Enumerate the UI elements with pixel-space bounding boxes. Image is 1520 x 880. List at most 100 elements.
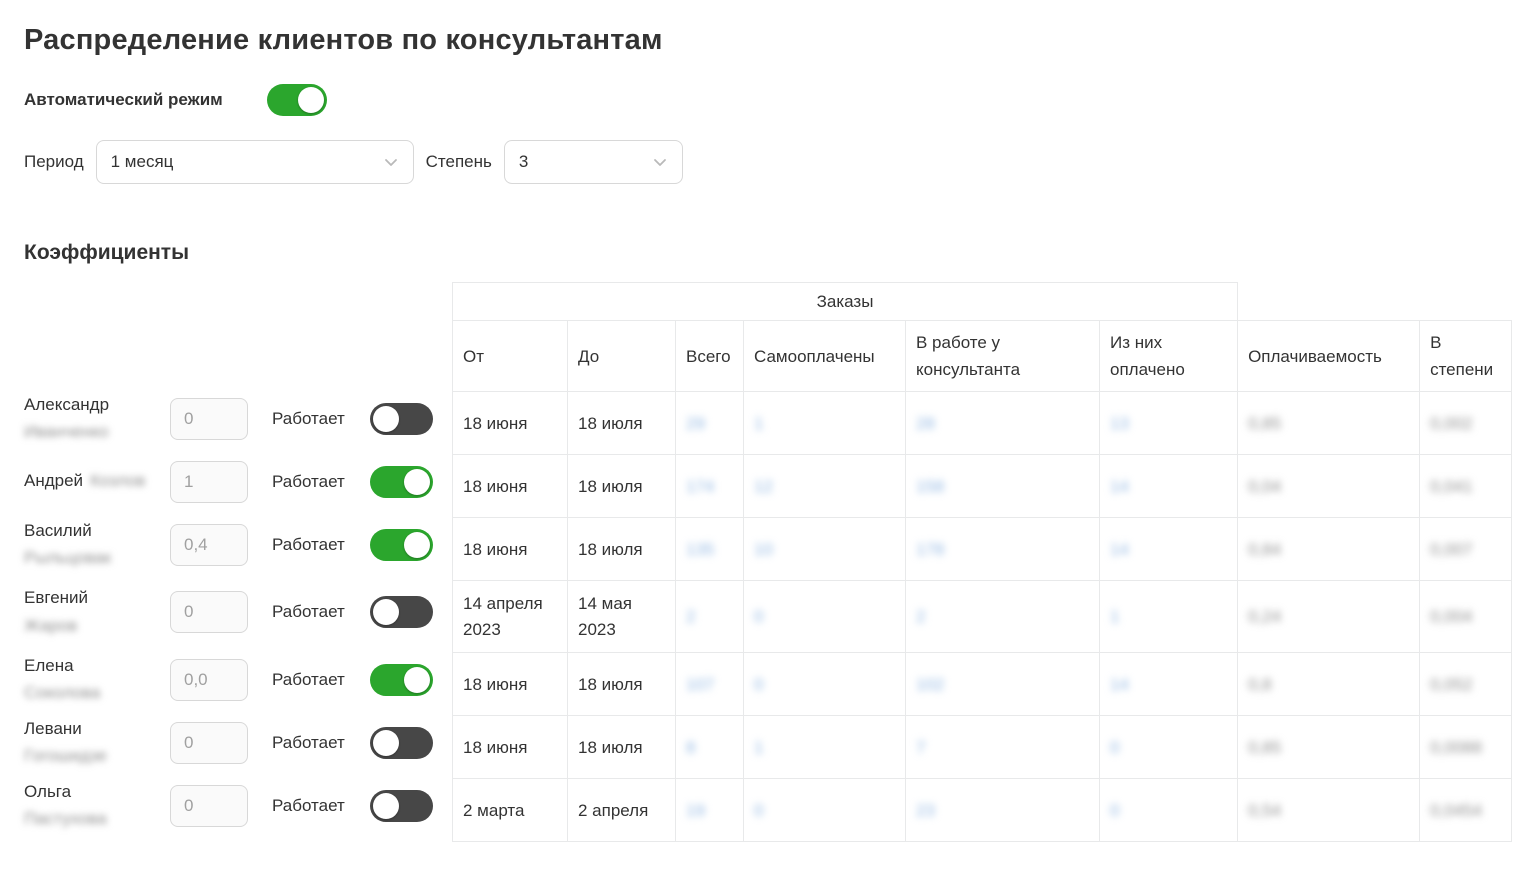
cell-in_work: 28 (906, 392, 1100, 456)
coefficient-input[interactable] (170, 784, 248, 827)
column-header-5: В работе у консультанта (906, 320, 1100, 393)
cell-payability: 0,8 (1238, 653, 1421, 717)
cell-total: 29 (676, 392, 744, 456)
works-toggle[interactable] (370, 726, 433, 759)
cell-in_degree: 0,0454 (1420, 779, 1513, 843)
consultant-name: Евгений Жаров (24, 585, 170, 639)
cell-total: 107 (676, 653, 744, 717)
toggle-knob (404, 666, 430, 693)
period-value: 1 месяц (110, 152, 174, 171)
toggle-knob (373, 792, 399, 819)
coefficient-input[interactable] (170, 591, 248, 633)
cell-to: 18 июля (568, 455, 676, 519)
order-value-link-blurred[interactable]: 1 (754, 737, 764, 757)
coefficient-input[interactable] (170, 721, 248, 764)
column-header-6: Из них оплачено (1100, 320, 1239, 393)
order-value-link-blurred[interactable]: 12 (754, 476, 773, 496)
order-row: 18 июня 18 июля 29 1 28 13 0,85 0,002 (452, 392, 1513, 456)
order-value-link-blurred[interactable]: 135 (686, 539, 715, 559)
coefficient-input[interactable] (170, 397, 248, 440)
consultant-row: Ольга Пастухова Работает (24, 774, 452, 837)
works-toggle[interactable] (370, 663, 433, 696)
order-value-link-blurred[interactable]: 14 (1110, 674, 1129, 694)
order-value-link-blurred[interactable]: 1 (754, 413, 764, 433)
works-label: Работает (272, 534, 345, 554)
works-toggle[interactable] (370, 596, 433, 628)
cell-from: 18 июня (452, 716, 568, 780)
order-value-link-blurred[interactable]: 2 (686, 607, 696, 627)
cell-in_work: 178 (906, 518, 1100, 582)
order-value-link-blurred[interactable]: 10 (754, 539, 773, 559)
order-value-link-blurred[interactable]: 1 (1110, 607, 1120, 627)
cell-payability: 0,04 (1238, 455, 1421, 519)
coefficient-input[interactable] (170, 460, 248, 503)
toggle-knob (404, 468, 430, 495)
order-value-link-blurred[interactable]: 19 (686, 800, 705, 820)
order-value-link-blurred[interactable]: 102 (916, 674, 945, 694)
order-value-blurred: 0,24 (1248, 607, 1282, 627)
coefficient-input[interactable] (170, 658, 248, 701)
cell-from: 18 июня (452, 653, 568, 717)
order-value-link-blurred[interactable]: 23 (916, 800, 935, 820)
cell-payability: 0,24 (1238, 581, 1421, 654)
order-value-link-blurred[interactable]: 13 (1110, 413, 1129, 433)
cell-to: 14 мая 2023 (568, 581, 676, 654)
cell-paid: 13 (1100, 392, 1239, 456)
consultant-surname-blurred: Иванченко (24, 422, 109, 441)
consultant-first-name: Евгений (24, 588, 89, 608)
columns-header-row: От До Всего Самооплачены В работе у консульт… (452, 320, 1513, 393)
degree-select[interactable]: 3 (503, 140, 683, 184)
order-value-link-blurred[interactable]: 178 (916, 539, 945, 559)
cell-from: 18 июня (452, 518, 568, 582)
works-toggle[interactable] (370, 402, 433, 435)
consultant-surname-blurred: Жаров (24, 615, 78, 635)
works-label: Работает (272, 471, 345, 491)
order-value-link-blurred[interactable]: 174 (686, 476, 715, 496)
cell-total: 174 (676, 455, 744, 519)
cell-payability: 0,85 (1238, 716, 1421, 780)
cell-self_paid: 1 (744, 716, 906, 780)
order-value-link-blurred[interactable]: 107 (686, 674, 715, 694)
order-value-link-blurred[interactable]: 8 (686, 737, 696, 757)
order-value-link-blurred[interactable]: 0 (1110, 800, 1120, 820)
order-row: 2 марта 2 апреля 19 0 23 0 0,54 0,0454 (452, 779, 1513, 843)
order-value-blurred: 0,85 (1248, 737, 1282, 757)
order-value-link-blurred[interactable]: 14 (1110, 539, 1129, 559)
order-value-link-blurred[interactable]: 14 (1110, 476, 1129, 496)
chevron-down-icon (384, 159, 397, 166)
page: Распределение клиентов по консультантам … (24, 24, 1513, 843)
cell-self_paid: 12 (744, 455, 906, 519)
consultant-row: Евгений Жаров Работает (24, 576, 452, 648)
order-value-link-blurred[interactable]: 2 (916, 607, 926, 627)
consultant-first-name: Ольга (24, 781, 72, 801)
order-value-link-blurred[interactable]: 7 (916, 737, 926, 757)
cell-in_degree: 0,052 (1420, 653, 1513, 717)
order-value-link-blurred[interactable]: 28 (916, 413, 935, 433)
period-select[interactable]: 1 месяц (95, 140, 414, 184)
consultant-surname-blurred: Рыльцовак (24, 548, 112, 567)
auto-mode-toggle[interactable] (266, 84, 327, 116)
order-value-link-blurred[interactable]: 0 (754, 674, 764, 694)
order-value-link-blurred[interactable]: 0 (754, 800, 764, 820)
toggle-knob (373, 599, 399, 625)
works-toggle[interactable] (370, 789, 433, 822)
cell-in_work: 158 (906, 455, 1100, 519)
consultant-name: Александр Иванченко (24, 392, 170, 446)
period-label: Период (24, 152, 84, 171)
works-toggle[interactable] (370, 465, 433, 498)
consultant-name: Елена Соколова (24, 653, 170, 707)
order-value-blurred: 0,002 (1430, 413, 1473, 433)
order-value-link-blurred[interactable]: 0 (1110, 737, 1120, 757)
order-value-link-blurred[interactable]: 0 (754, 607, 764, 627)
consultant-name: Ольга Пастухова (24, 779, 170, 833)
column-header-3: Всего (676, 320, 744, 393)
works-label: Работает (272, 732, 345, 752)
group-header-spacer (1238, 282, 1513, 320)
order-value-link-blurred[interactable]: 158 (916, 476, 945, 496)
order-value-link-blurred[interactable]: 29 (686, 413, 705, 433)
order-row: 18 июня 18 июля 135 10 178 14 0,84 0,007 (452, 518, 1513, 582)
cell-paid: 14 (1100, 653, 1239, 717)
cell-total: 8 (676, 716, 744, 780)
works-toggle[interactable] (370, 528, 433, 561)
coefficient-input[interactable] (170, 523, 248, 566)
